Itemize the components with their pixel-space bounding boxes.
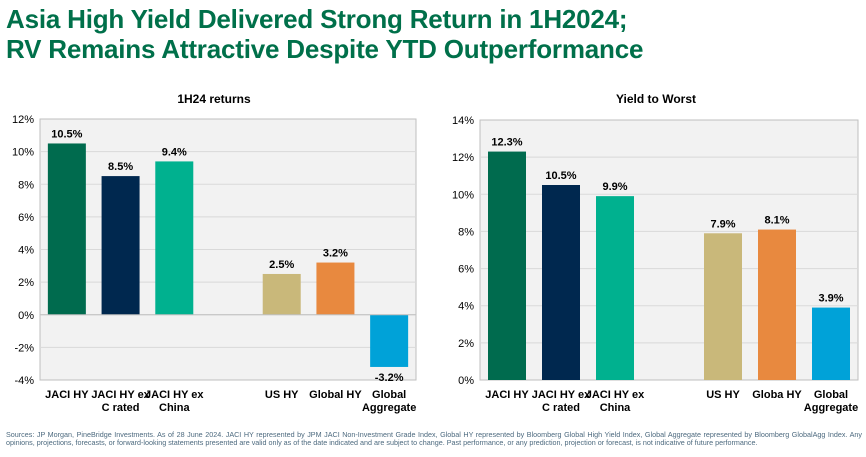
footnote: Sources: JP Morgan, PineBridge Investmen… — [6, 430, 862, 448]
ytw-bar — [758, 229, 796, 380]
returns-bar — [101, 176, 140, 315]
ytw-y-tick-label: 8% — [458, 226, 474, 238]
returns-category-label: Global — [372, 389, 406, 401]
returns-y-tick-label: 0% — [18, 310, 34, 322]
ytw-bar — [596, 196, 634, 380]
ytw-data-label: 3.9% — [818, 293, 843, 305]
returns-category-label: JACI HY ex — [145, 389, 204, 401]
ytw-data-label: 8.1% — [764, 215, 789, 227]
ytw-data-label: 9.9% — [602, 181, 627, 193]
returns-bar — [155, 161, 194, 315]
ytw-y-tick-label: 4% — [458, 301, 474, 313]
returns-y-tick-label: 6% — [18, 212, 34, 224]
ytw-bar — [542, 185, 580, 380]
returns-data-label: 3.2% — [323, 248, 348, 260]
ytw-y-tick-label: 12% — [452, 152, 474, 164]
returns-category-label: JACI HY — [45, 389, 89, 401]
returns-chart-title: 1H24 returns — [177, 92, 251, 106]
ytw-bar — [812, 307, 850, 380]
returns-y-tick-label: 4% — [18, 245, 34, 257]
ytw-plot-area — [479, 119, 859, 381]
returns-bar — [262, 273, 301, 315]
returns-bar — [370, 314, 409, 367]
returns-y-tick-label: 10% — [12, 147, 34, 159]
returns-bar — [316, 262, 355, 315]
ytw-bar — [704, 233, 742, 380]
ytw-y-tick-label: 0% — [458, 375, 474, 387]
page-title-line-1: Asia High Yield Delivered Strong Return … — [6, 4, 628, 34]
returns-y-tick-label: 8% — [18, 179, 34, 191]
returns-category-label: Global HY — [309, 389, 362, 401]
ytw-y-tick-label: 6% — [458, 264, 474, 276]
returns-y-tick-label: 12% — [12, 114, 34, 126]
returns-data-label: 10.5% — [51, 128, 82, 140]
page-title: Asia High Yield Delivered Strong Return … — [6, 4, 643, 64]
ytw-y-tick-label: 2% — [458, 338, 474, 350]
ytw-category-label: China — [600, 402, 631, 414]
ytw-data-label: 7.9% — [710, 218, 735, 230]
ytw-chart-title: Yield to Worst — [616, 92, 696, 106]
returns-data-label: 9.4% — [162, 146, 187, 158]
returns-category-label: C rated — [102, 402, 140, 414]
returns-data-label: 2.5% — [269, 259, 294, 271]
ytw-category-label: C rated — [542, 402, 580, 414]
ytw-y-tick-label: 10% — [452, 189, 474, 201]
returns-y-tick-label: -2% — [14, 342, 34, 354]
ytw-category-label: Aggregate — [804, 402, 858, 414]
returns-y-tick-label: -4% — [14, 375, 34, 387]
returns-category-label: China — [159, 402, 190, 414]
returns-data-label: 8.5% — [108, 161, 133, 173]
ytw-bar — [488, 151, 526, 380]
ytw-category-label: US HY — [706, 389, 740, 401]
ytw-y-tick-label: 14% — [452, 115, 474, 127]
ytw-category-label: JACI HY ex — [586, 389, 645, 401]
returns-bar — [47, 143, 86, 315]
returns-y-tick-label: 2% — [18, 277, 34, 289]
page-title-line-2: RV Remains Attractive Despite YTD Outper… — [6, 34, 644, 64]
ytw-data-label: 10.5% — [545, 170, 576, 182]
ytw-data-label: 12.3% — [491, 137, 522, 149]
returns-data-label: -3.2% — [375, 372, 404, 384]
returns-category-label: Aggregate — [362, 402, 416, 414]
ytw-category-label: JACI HY — [485, 389, 529, 401]
ytw-category-label: JACI HY ex — [532, 389, 591, 401]
returns-category-label: JACI HY ex — [91, 389, 150, 401]
ytw-category-label: Global — [814, 389, 848, 401]
returns-category-label: US HY — [265, 389, 299, 401]
ytw-category-label: Globa HY — [752, 389, 802, 401]
